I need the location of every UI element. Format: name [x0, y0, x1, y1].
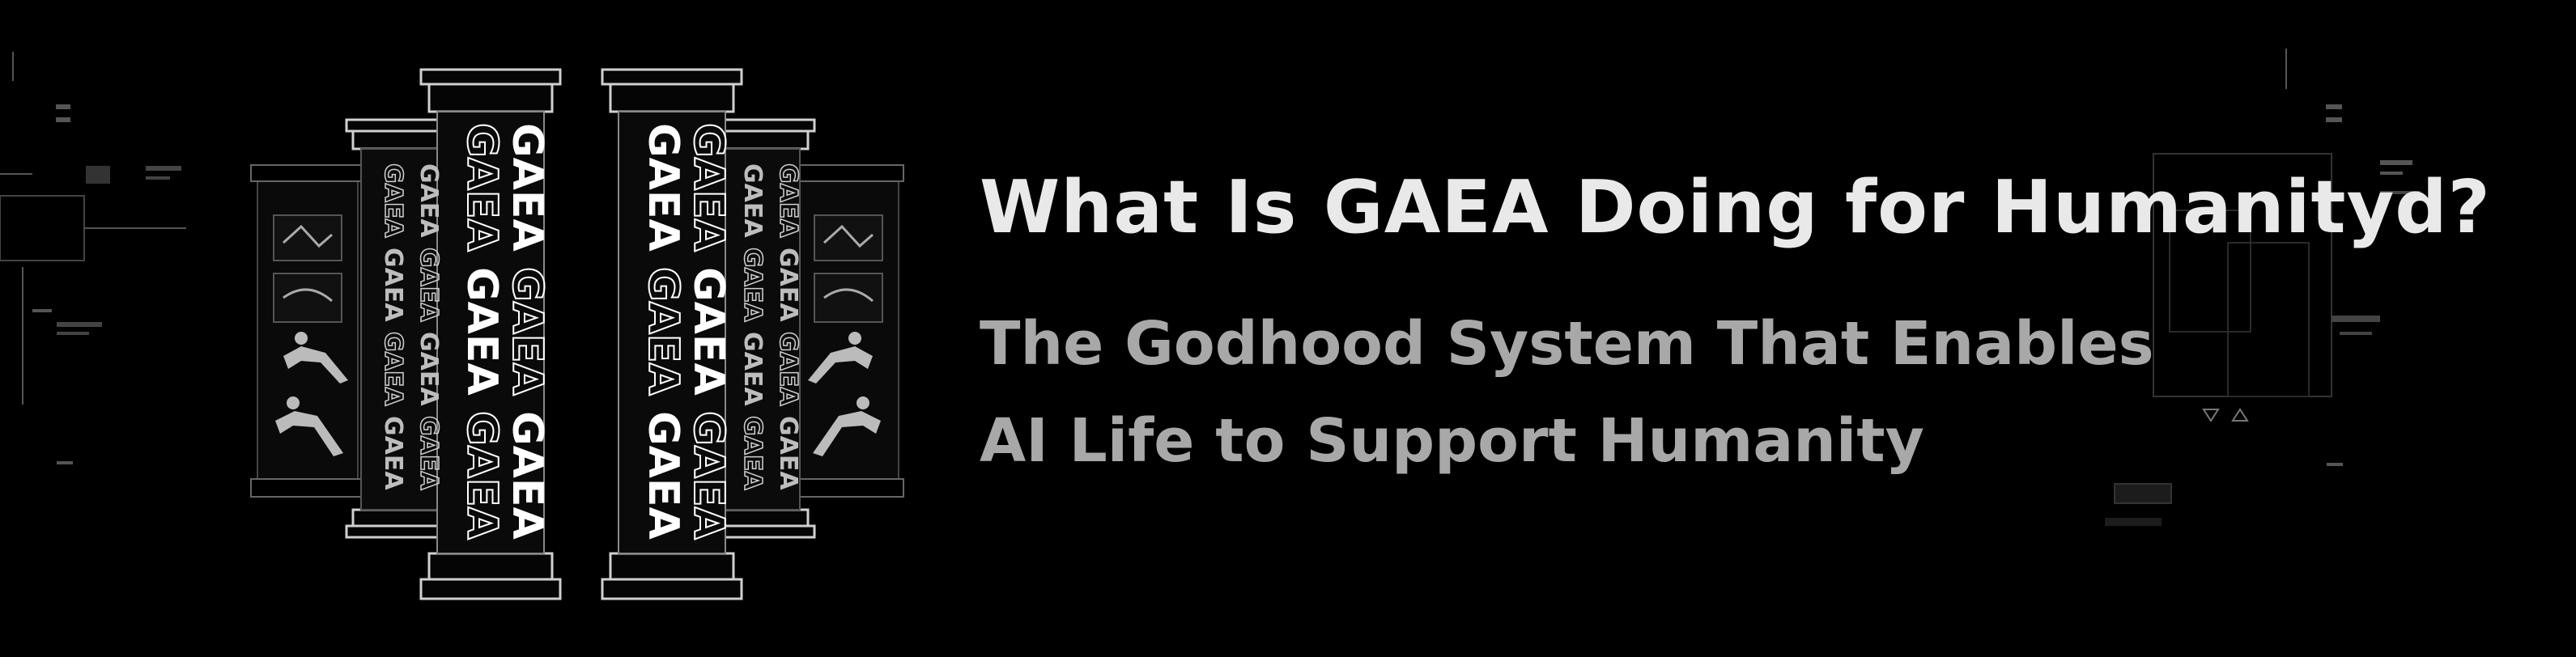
left-figure-panel [250, 164, 362, 498]
pillar-word: GAEA [414, 332, 443, 406]
pillar-word: GAEA [774, 163, 802, 238]
pillar-word: GAEA [738, 332, 767, 406]
pillar-word: GAEA [639, 267, 687, 396]
pillar-word: GAEA [639, 411, 687, 540]
pillar-word: GAEA [738, 416, 767, 490]
pillar-word: GAEA [738, 163, 767, 238]
pillar-word: GAEA [414, 163, 443, 238]
pillar-word: GAEA [379, 416, 407, 490]
figure-icon [275, 396, 343, 456]
pillar-word: GAEA [414, 416, 443, 490]
pillar-word: GAEA [457, 267, 506, 396]
pillar-word: GAEA [774, 332, 802, 406]
figure-icon [813, 396, 881, 456]
pillar-word: GAEA [684, 267, 733, 396]
pillar-word: GAEA [738, 248, 767, 322]
pillar-word: GAEA [379, 332, 407, 406]
pillar-word: GAEA [457, 411, 506, 540]
pillar-word: GAEA [503, 123, 551, 252]
subtitle: The Godhood System That Enables AI Life … [980, 295, 2154, 490]
subtitle-line-1: The Godhood System That Enables [980, 309, 2154, 379]
figure-icon [283, 332, 348, 384]
pillar-word: GAEA [774, 248, 802, 322]
pillar-word: GAEA [639, 123, 687, 252]
pillar-word: GAEA [379, 163, 407, 238]
subtitle-line-2: AI Life to Support Humanity [980, 406, 1924, 476]
pillar-word: GAEA [457, 123, 506, 252]
right-figure-panel [793, 164, 904, 498]
figure-icon [808, 332, 873, 384]
right-hud-decoration [2105, 49, 2421, 526]
pillar-word: GAEA [774, 416, 802, 490]
pillar-word: GAEA [414, 248, 443, 322]
left-hud-decoration [0, 52, 186, 464]
pillar-shafts [360, 111, 801, 554]
pillar-word: GAEA [684, 411, 733, 540]
pillar-caps [345, 68, 816, 600]
pillar-word: GAEA [503, 411, 551, 540]
page-title: What Is GAEA Doing for Humanityd? [980, 165, 2491, 250]
pillar-word: GAEA [379, 248, 407, 322]
pillar-word: GAEA [684, 123, 733, 252]
pillar-lettering: GAEA GAEA GAEA GAEA GAEA GAEA GAEA GAEA … [378, 122, 803, 540]
pillar-word: GAEA [503, 267, 551, 396]
